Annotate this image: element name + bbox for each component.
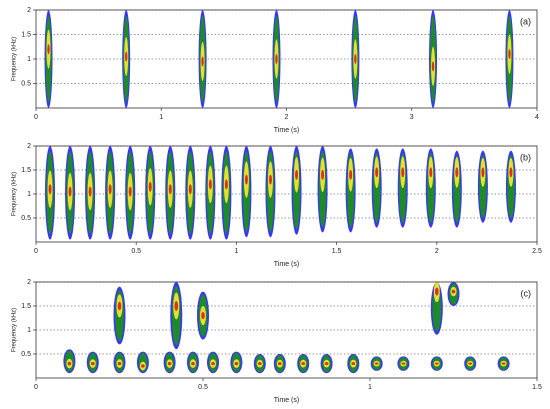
y-tick-label: 2 (27, 143, 31, 150)
call-peak (301, 362, 306, 366)
call-peak (501, 362, 506, 365)
call-peak (351, 362, 356, 366)
call-peak (208, 179, 212, 190)
x-tick-label: 1 (234, 248, 238, 255)
call-peak (224, 179, 228, 190)
x-axis-label: Time (s) (274, 127, 299, 134)
call-peak (508, 49, 511, 60)
x-tick-label: 1 (368, 384, 372, 391)
call-peak (455, 167, 459, 178)
y-axis-label: Frequency (kHz) (12, 172, 18, 216)
x-tick-label: 2 (435, 248, 439, 255)
call-peak (191, 361, 195, 366)
call-peak (375, 167, 379, 178)
y-tick-label: 1 (27, 56, 31, 63)
x-tick-label: 1.5 (532, 384, 542, 391)
call-peak (201, 312, 205, 320)
call-peak (90, 361, 95, 366)
call-peak (68, 186, 72, 197)
y-axis-label: Frequency (kHz) (12, 37, 18, 81)
y-tick-label: 0.5 (21, 80, 31, 87)
call-peak (354, 54, 357, 64)
x-tick-label: 0 (34, 384, 38, 391)
call-peak (188, 184, 192, 195)
call-peak (275, 54, 278, 64)
x-tick-label: 0.5 (198, 384, 208, 391)
call-peak (451, 289, 456, 294)
y-tick-label: 0.5 (21, 351, 31, 358)
call-peak (234, 361, 239, 366)
y-tick-label: 1.5 (21, 167, 31, 174)
call-peak (431, 61, 435, 72)
panel-label: (b) (520, 152, 531, 162)
call-peak (468, 362, 473, 365)
call-peak (509, 167, 513, 178)
call-peak (88, 186, 92, 197)
call-peak (67, 361, 72, 366)
x-tick-label: 0.5 (131, 248, 141, 255)
call-peak (117, 301, 122, 311)
y-tick-label: 2 (27, 279, 31, 286)
call-peak (295, 169, 299, 180)
plot-frame (35, 9, 538, 109)
call-peak (211, 361, 215, 366)
y-tick-label: 1 (27, 327, 31, 334)
plot-frame (35, 145, 538, 243)
y-tick-label: 1.5 (21, 31, 31, 38)
call-peak (174, 301, 179, 311)
x-tick-label: 3 (410, 114, 414, 121)
call-peak (321, 169, 325, 180)
x-tick-label: 4 (535, 114, 539, 121)
panel-label: (a) (520, 16, 531, 26)
x-tick-label: 2 (285, 114, 289, 121)
call-peak (401, 362, 406, 365)
call-peak (268, 174, 272, 185)
x-tick-label: 0 (34, 114, 38, 121)
call-peak (278, 362, 282, 366)
call-peak (128, 186, 132, 197)
x-axis-label: Time (s) (274, 397, 299, 404)
x-tick-label: 0 (34, 248, 38, 255)
call-peak (244, 174, 248, 185)
y-tick-label: 1.5 (21, 303, 31, 310)
call-peak (167, 361, 172, 366)
x-tick-label: 1.5 (332, 248, 342, 255)
call-peak (141, 364, 145, 368)
y-axis-label: Frequency (kHz) (12, 308, 18, 352)
call-peak (201, 56, 204, 67)
y-tick-label: 0.5 (21, 215, 31, 222)
call-peak (435, 287, 439, 296)
call-peak (374, 362, 379, 365)
call-peak (47, 44, 50, 55)
call-peak (168, 184, 172, 195)
y-tick-label: 2 (27, 7, 31, 14)
y-tick-label: 1 (27, 191, 31, 198)
call-peak (148, 181, 152, 192)
call-peak (349, 169, 353, 180)
call-peak (257, 362, 262, 366)
call-peak (401, 167, 405, 178)
panel-label: (c) (521, 288, 532, 298)
call-peak (429, 167, 433, 178)
call-peak (435, 362, 439, 365)
x-tick-label: 2.5 (532, 248, 542, 255)
x-axis-label: Time (s) (274, 261, 299, 268)
plot-frame (35, 281, 538, 379)
x-tick-label: 1 (159, 114, 163, 121)
call-peak (48, 184, 52, 195)
call-peak (117, 361, 122, 366)
call-peak (481, 167, 485, 178)
call-peak (124, 51, 128, 62)
call-peak (324, 362, 329, 366)
call-peak (108, 184, 112, 195)
